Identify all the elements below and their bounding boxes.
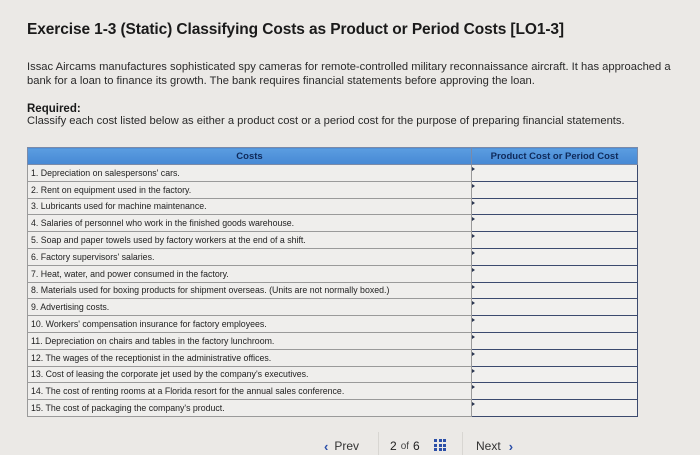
dropdown-indicator-icon — [472, 368, 475, 373]
next-button[interactable]: Next › — [476, 439, 513, 454]
classification-select[interactable] — [475, 165, 637, 181]
dropdown-indicator-icon — [472, 250, 475, 255]
chevron-left-icon: ‹ — [324, 438, 329, 454]
required-label: Required: — [27, 103, 81, 115]
classification-select[interactable] — [475, 383, 637, 400]
next-label: Next — [476, 439, 501, 453]
classification-select[interactable] — [475, 366, 637, 383]
table-row: 15. The cost of packaging the company's … — [27, 399, 638, 417]
classification-select[interactable] — [475, 316, 637, 332]
dropdown-indicator-icon — [472, 385, 475, 390]
classification-select[interactable] — [475, 282, 637, 299]
classification-select[interactable] — [475, 332, 637, 349]
classification-select[interactable] — [475, 232, 637, 248]
of-label: of — [400, 440, 410, 452]
prev-label: Prev — [334, 439, 360, 453]
classification-cell[interactable] — [471, 331, 638, 350]
classification-cell[interactable] — [471, 247, 638, 266]
table-row: 14. The cost of renting rooms at a Flori… — [27, 382, 638, 401]
dropdown-indicator-icon — [472, 402, 475, 407]
dropdown-indicator-icon — [472, 284, 475, 289]
classification-cell[interactable] — [471, 399, 638, 417]
classification-cell[interactable] — [471, 164, 638, 182]
classification-cell[interactable] — [471, 298, 638, 317]
classification-select[interactable] — [475, 181, 637, 198]
classification-cell[interactable] — [471, 231, 638, 249]
cost-description: 13. Cost of leasing the corporate jet us… — [27, 365, 472, 384]
required-instructions: Classify each cost listed below as eithe… — [27, 115, 625, 127]
total-pages: 6 — [413, 439, 420, 453]
intro-paragraph: Issac Aircams manufactures sophisticated… — [27, 61, 671, 87]
cost-description: 5. Soap and paper towels used by factory… — [27, 231, 472, 249]
classification-cell[interactable] — [471, 281, 638, 300]
cost-description: 10. Workers' compensation insurance for … — [27, 315, 472, 333]
dropdown-indicator-icon — [472, 267, 475, 272]
dropdown-indicator-icon — [472, 318, 475, 323]
table-row: 7. Heat, water, and power consumed in th… — [27, 264, 638, 283]
classification-cell[interactable] — [471, 348, 638, 367]
costs-column-header: Costs — [27, 147, 472, 165]
classification-cell[interactable] — [471, 197, 638, 216]
table-row: 9. Advertising costs. — [27, 298, 638, 317]
exercise-title: Exercise 1-3 (Static) Classifying Costs … — [27, 21, 564, 38]
classification-select[interactable] — [475, 299, 637, 316]
table-header-row: Costs Product Cost or Period Cost — [27, 147, 638, 165]
cost-description: 14. The cost of renting rooms at a Flori… — [27, 382, 472, 401]
current-page: 2 — [390, 439, 397, 453]
table-row: 2. Rent on equipment used in the factory… — [27, 180, 638, 199]
dropdown-indicator-icon — [472, 167, 475, 171]
classification-cell[interactable] — [471, 382, 638, 401]
cost-description: 4. Salaries of personnel who work in the… — [27, 214, 472, 233]
dropdown-indicator-icon — [472, 351, 475, 356]
cost-description: 8. Materials used for boxing products fo… — [27, 281, 472, 300]
cost-description: 6. Factory supervisors' salaries. — [27, 247, 472, 266]
classification-cell[interactable] — [471, 214, 638, 233]
chevron-right-icon: › — [508, 438, 514, 454]
nav-divider — [378, 432, 379, 455]
dropdown-indicator-icon — [472, 334, 475, 339]
classification-cell[interactable] — [471, 365, 638, 384]
cost-description: 2. Rent on equipment used in the factory… — [27, 180, 472, 199]
cost-description: 3. Lubricants used for machine maintenan… — [27, 197, 472, 216]
pagination-bar: ‹ Prev 2 of 6 Next › — [300, 432, 550, 455]
classification-cell[interactable] — [471, 264, 638, 283]
page-indicator: 2 of 6 — [390, 439, 420, 453]
table-row: 3. Lubricants used for machine maintenan… — [27, 197, 638, 216]
classification-select[interactable] — [475, 248, 637, 265]
prev-button[interactable]: ‹ Prev — [324, 439, 359, 454]
cost-description: 11. Depreciation on chairs and tables in… — [27, 331, 472, 350]
cost-description: 9. Advertising costs. — [27, 298, 472, 317]
classification-table: Costs Product Cost or Period Cost 1. Dep… — [27, 147, 638, 417]
dropdown-indicator-icon — [472, 183, 475, 188]
table-row: 12. The wages of the receptionist in the… — [27, 348, 638, 367]
classification-cell[interactable] — [471, 180, 638, 199]
table-row: 13. Cost of leasing the corporate jet us… — [27, 365, 638, 384]
table-row: 6. Factory supervisors' salaries. — [27, 247, 638, 266]
classification-select[interactable] — [475, 215, 637, 232]
table-row: 1. Depreciation on salespersons' cars. — [27, 164, 638, 182]
classification-select[interactable] — [475, 349, 637, 366]
classification-select[interactable] — [475, 198, 637, 215]
nav-divider — [462, 432, 463, 455]
table-row: 4. Salaries of personnel who work in the… — [27, 214, 638, 233]
classification-cell[interactable] — [471, 315, 638, 333]
table-row: 5. Soap and paper towels used by factory… — [27, 231, 638, 249]
dropdown-indicator-icon — [472, 301, 475, 306]
cost-description: 1. Depreciation on salespersons' cars. — [27, 164, 472, 182]
dropdown-indicator-icon — [472, 234, 475, 239]
cost-description: 12. The wages of the receptionist in the… — [27, 348, 472, 367]
cost-description: 7. Heat, water, and power consumed in th… — [27, 264, 472, 283]
dropdown-indicator-icon — [472, 200, 475, 205]
dropdown-indicator-icon — [472, 217, 475, 222]
grid-icon[interactable] — [434, 439, 447, 451]
classification-select[interactable] — [475, 400, 637, 416]
classification-column-header: Product Cost or Period Cost — [471, 147, 638, 165]
table-row: 10. Workers' compensation insurance for … — [27, 315, 638, 333]
classification-select[interactable] — [475, 265, 637, 282]
table-row: 8. Materials used for boxing products fo… — [27, 281, 638, 300]
table-row: 11. Depreciation on chairs and tables in… — [27, 331, 638, 350]
cost-description: 15. The cost of packaging the company's … — [27, 399, 472, 417]
